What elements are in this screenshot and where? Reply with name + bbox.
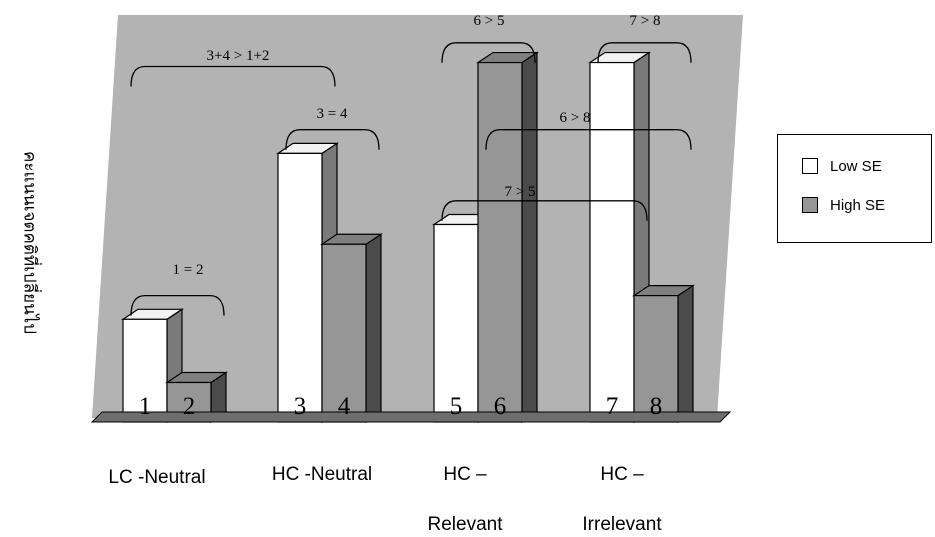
- annotation-bracket: [285, 129, 380, 150]
- annotation-label: 6 > 5: [474, 13, 505, 29]
- legend-label-low-se: Low SE: [830, 157, 882, 175]
- annotation-label: 3+4 > 1+2: [207, 48, 270, 64]
- annotation-6: 6 > 8: [485, 110, 692, 150]
- annotation-label: 6 > 8: [560, 110, 591, 126]
- legend-swatch-high-se: [802, 197, 818, 213]
- plot-floor: [90, 411, 732, 423]
- annotation-label: 1 = 2: [173, 262, 204, 278]
- annotation-4: 6 > 5: [441, 13, 536, 63]
- annotation-5: 7 > 8: [597, 13, 692, 63]
- annotation-3: 3 = 4: [285, 106, 380, 150]
- annotation-bracket: [485, 129, 692, 150]
- category-label-hc-neutral: HC -Neutral: [271, 464, 373, 485]
- bar-number-4: 4: [338, 393, 351, 420]
- bar-4-2: [632, 284, 695, 424]
- annotation-7: 7 > 5: [441, 184, 648, 221]
- bar-2-1: [276, 142, 339, 424]
- category-label-lc-neutral: LC -Neutral: [108, 467, 206, 488]
- annotation-1: 3+4 > 1+2: [130, 48, 336, 87]
- bar-number-7: 7: [606, 393, 619, 420]
- plot-background-wall: [92, 15, 743, 418]
- annotation-bracket: [130, 65, 336, 87]
- category-label-hc-irrelevant: HC –: [600, 464, 644, 485]
- annotation-2: 1 = 2: [130, 262, 225, 316]
- legend-item-high-se: High SE: [802, 195, 885, 215]
- bar-number-6: 6: [494, 393, 507, 420]
- bar-number-2: 2: [183, 393, 196, 420]
- annotation-label: 7 > 5: [505, 184, 536, 200]
- bar-number-1: 1: [139, 393, 152, 420]
- legend-item-low-se: Low SE: [802, 156, 882, 176]
- annotation-bracket: [441, 42, 536, 63]
- bar-number-3: 3: [294, 393, 307, 420]
- annotation-label: 7 > 8: [630, 13, 661, 29]
- legend-swatch-low-se: [802, 158, 818, 174]
- annotation-bracket: [130, 294, 225, 316]
- annotation-bracket: [441, 200, 648, 221]
- bar-number-8: 8: [650, 393, 663, 420]
- annotation-label: 3 = 4: [317, 106, 348, 122]
- category-label-hc-irrelevant-line2: Irrelevant: [582, 514, 662, 535]
- category-label-hc-relevant-line2: Relevant: [427, 514, 503, 535]
- comparison-annotations: 3+4 > 1+2 1 = 2 3 = 4 6 > 5 7 > 8 6 > 8 7 > 5: [130, 13, 692, 316]
- legend: Low SE High SE: [777, 134, 932, 243]
- bar-2-2: [320, 233, 383, 424]
- category-label-hc-relevant: HC –: [443, 464, 487, 485]
- bar-number-5: 5: [450, 393, 463, 420]
- legend-label-high-se: High SE: [830, 196, 886, 214]
- bar-number-labels: 1 2 3 4 5 6 7 8: [139, 393, 663, 420]
- bar-3-2: [476, 51, 539, 424]
- bars-layer: [121, 51, 695, 424]
- annotation-bracket: [597, 42, 692, 63]
